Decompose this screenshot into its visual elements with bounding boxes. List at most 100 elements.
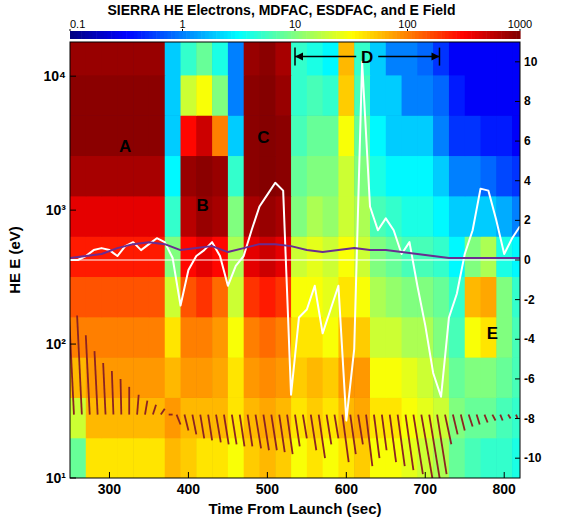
cell	[149, 196, 165, 237]
cell	[165, 115, 181, 156]
colorbar-segment	[344, 31, 348, 39]
y2-tick	[515, 260, 520, 261]
vector	[145, 401, 147, 415]
cell	[117, 75, 133, 116]
cell	[228, 75, 244, 116]
cell	[449, 317, 465, 358]
cell	[323, 42, 339, 75]
cell	[86, 196, 102, 237]
cell	[370, 115, 386, 156]
annotations: ABCDE	[119, 48, 498, 344]
colorbar-segment	[284, 31, 288, 39]
colorbar-segment	[325, 31, 329, 39]
cell	[86, 115, 102, 156]
colorbar-segment	[280, 31, 284, 39]
cell	[291, 42, 307, 75]
cell	[402, 155, 418, 196]
cell	[370, 276, 386, 317]
colorbar-segment	[494, 31, 498, 39]
cell	[102, 397, 118, 438]
cell	[402, 276, 418, 317]
y2-tick-label: 6	[524, 134, 531, 148]
cell	[465, 397, 481, 438]
y2-tick-label: -10	[524, 451, 542, 465]
colorbar-segment	[513, 31, 517, 39]
vector	[319, 415, 325, 459]
cell	[117, 438, 133, 478]
cell	[323, 115, 339, 156]
cell	[465, 155, 481, 196]
y-tick-label: 10³	[46, 202, 67, 218]
cell	[102, 155, 118, 196]
cell	[165, 196, 181, 237]
cell	[212, 115, 228, 156]
cell	[323, 196, 339, 237]
cell	[196, 276, 212, 317]
cell	[433, 75, 449, 116]
vector	[271, 415, 277, 451]
colorbar-segment	[104, 31, 108, 39]
colorbar-segment	[333, 31, 337, 39]
vector	[508, 415, 510, 419]
cell	[386, 236, 402, 277]
colorbar-segment	[108, 31, 112, 39]
colorbar-segment	[186, 31, 190, 39]
colorbar-segment	[460, 31, 464, 39]
cell	[512, 115, 520, 156]
cell	[244, 357, 260, 398]
y-tick-label: 10¹	[46, 470, 67, 486]
cell	[338, 75, 354, 116]
cell	[370, 357, 386, 398]
colorbar-segment	[138, 31, 142, 39]
cell	[259, 75, 275, 116]
colorbar-segment	[81, 31, 85, 39]
cell	[133, 115, 149, 156]
colorbar-segment	[149, 31, 153, 39]
cell	[512, 236, 520, 277]
cell	[338, 155, 354, 196]
y2-tick-label: -2	[524, 293, 535, 307]
colorbar-segment	[190, 31, 194, 39]
colorbar-segment	[374, 31, 378, 39]
colorbar-segment	[100, 31, 104, 39]
cell	[70, 75, 86, 116]
cell	[307, 357, 323, 398]
colorbar-segment	[213, 31, 217, 39]
bracket-arrow	[295, 53, 303, 61]
cell	[165, 397, 181, 438]
cell	[212, 155, 228, 196]
x-tick	[504, 472, 505, 478]
cell	[417, 115, 433, 156]
cell	[323, 357, 339, 398]
cell	[496, 438, 512, 478]
colorbar-segment	[381, 31, 385, 39]
cell	[496, 42, 512, 75]
cell	[496, 155, 512, 196]
colorbar-segment	[501, 31, 505, 39]
x-tick-label: 600	[335, 481, 359, 497]
y2-tick	[515, 378, 520, 379]
vector	[445, 415, 451, 445]
cell	[244, 42, 260, 75]
vector	[240, 415, 245, 447]
colorbar-segment	[288, 31, 292, 39]
colorbar-segment	[378, 31, 382, 39]
vector	[484, 415, 487, 423]
cell	[338, 236, 354, 277]
cell	[275, 75, 291, 116]
cell	[386, 155, 402, 196]
vector	[70, 286, 74, 415]
colorbar-segment	[228, 31, 232, 39]
cell	[196, 155, 212, 196]
cell	[165, 317, 181, 358]
vector	[103, 363, 105, 415]
cell	[259, 42, 275, 75]
cell	[149, 276, 165, 317]
colorbar-segment	[250, 31, 254, 39]
cell	[481, 397, 497, 438]
cell	[86, 42, 102, 75]
cell	[465, 357, 481, 398]
cell	[212, 357, 228, 398]
annotation: E	[487, 324, 498, 343]
annotation: A	[119, 137, 131, 156]
